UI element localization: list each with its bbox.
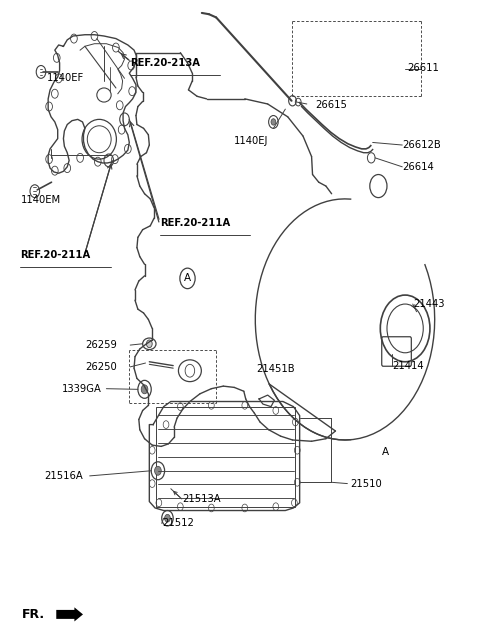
- Text: 1339GA: 1339GA: [61, 384, 101, 393]
- Text: FR.: FR.: [22, 608, 45, 621]
- Circle shape: [155, 466, 161, 475]
- Text: 1140EF: 1140EF: [47, 73, 84, 83]
- Text: 26615: 26615: [315, 100, 347, 110]
- Text: 21414: 21414: [392, 361, 423, 370]
- Circle shape: [271, 118, 276, 125]
- Text: 26614: 26614: [402, 162, 434, 172]
- Text: REF.20-211A: REF.20-211A: [21, 251, 91, 260]
- Text: 21443: 21443: [413, 299, 444, 309]
- Text: 26250: 26250: [85, 362, 117, 372]
- Text: 26612B: 26612B: [402, 140, 441, 150]
- Text: A: A: [184, 274, 191, 283]
- Circle shape: [146, 340, 152, 348]
- Text: REF.20-213A: REF.20-213A: [130, 58, 200, 68]
- Text: A: A: [382, 446, 389, 457]
- Text: 26611: 26611: [407, 63, 439, 73]
- Bar: [156, 407, 295, 507]
- Text: 21513A: 21513A: [183, 494, 221, 504]
- FancyArrow shape: [56, 607, 83, 621]
- Text: 21510: 21510: [350, 478, 382, 489]
- Text: 21451B: 21451B: [256, 365, 295, 374]
- Text: 1140EM: 1140EM: [21, 195, 60, 205]
- Text: 1140EJ: 1140EJ: [234, 136, 269, 146]
- Text: 21512: 21512: [163, 518, 194, 528]
- Text: 21516A: 21516A: [44, 471, 83, 481]
- Circle shape: [141, 385, 148, 394]
- Text: REF.20-211A: REF.20-211A: [160, 218, 230, 228]
- Circle shape: [165, 515, 170, 522]
- Text: 26259: 26259: [85, 340, 117, 350]
